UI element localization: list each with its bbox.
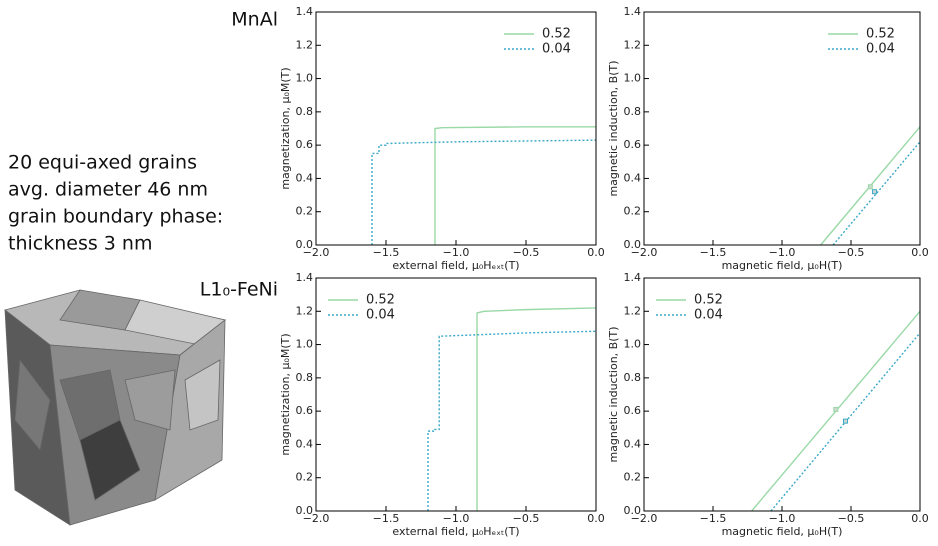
y-tick-label: 1.4 (624, 271, 642, 284)
y-tick-label: 1.4 (624, 5, 642, 18)
y-tick-label: 0.8 (296, 105, 314, 118)
legend-label: 0.04 (694, 308, 723, 323)
material-label: L1₀-FeNi (200, 279, 278, 301)
material-label: MnAl (231, 9, 278, 31)
x-tick-label: 0.0 (587, 512, 605, 525)
y-tick-label: 0.0 (296, 504, 314, 517)
x-tick-label: 0.0 (911, 512, 929, 525)
y-tick-label: 1.0 (624, 338, 642, 351)
y-tick-label: 0.4 (296, 437, 314, 450)
data-line (371, 139, 597, 245)
y-tick-label: 0.8 (624, 105, 642, 118)
x-tick-label: 0.0 (911, 246, 929, 259)
x-tick-label: −1.5 (700, 512, 727, 525)
y-tick-label: 1.2 (296, 38, 314, 51)
data-marker (871, 189, 877, 195)
x-tick-label: −0.5 (513, 246, 540, 259)
y-tick-label: 1.0 (296, 72, 314, 85)
legend-label: 0.52 (866, 27, 895, 42)
y-tick-label: 1.2 (296, 304, 314, 317)
grain-cube (4, 289, 226, 526)
y-tick-label: 0.2 (624, 471, 642, 484)
data-line (832, 141, 921, 246)
description-line: grain boundary phase: (8, 206, 223, 228)
x-axis-label: magnetic field, μ₀H(T) (722, 525, 843, 538)
legend-label: 0.04 (866, 42, 895, 57)
plot-frame (315, 277, 597, 512)
y-tick-label: 1.0 (296, 338, 314, 351)
y-axis-label: magnetic induction, B(T) (607, 60, 620, 196)
x-tick-label: 0.0 (587, 246, 605, 259)
data-marker (833, 406, 839, 412)
x-tick-label: −1.0 (443, 246, 470, 259)
data-marker (842, 418, 848, 424)
legend-label: 0.52 (366, 293, 395, 308)
data-line (476, 307, 597, 511)
y-tick-label: 0.4 (624, 437, 642, 450)
x-tick-label: −2.0 (303, 512, 330, 525)
legend-label: 0.52 (694, 293, 723, 308)
x-tick-label: −1.0 (769, 246, 796, 259)
legend-label: 0.04 (366, 308, 395, 323)
x-tick-label: −1.5 (373, 246, 400, 259)
data-marker (867, 184, 873, 190)
y-tick-label: 1.2 (624, 38, 642, 51)
x-tick-label: −1.0 (769, 512, 796, 525)
x-tick-label: −2.0 (631, 512, 658, 525)
data-line (427, 330, 597, 511)
y-tick-label: 1.4 (296, 271, 314, 284)
y-tick-label: 1.4 (296, 5, 314, 18)
x-tick-label: −1.0 (443, 512, 470, 525)
y-tick-label: 0.6 (624, 404, 642, 417)
y-axis-label: magnetization, μ₀M(T) (279, 67, 292, 189)
x-tick-label: −2.0 (303, 246, 330, 259)
x-tick-label: −1.5 (373, 512, 400, 525)
x-axis-label: magnetic field, μ₀H(T) (722, 259, 843, 272)
y-tick-label: 0.2 (296, 205, 314, 218)
data-line (434, 126, 596, 245)
x-tick-label: −2.0 (631, 246, 658, 259)
x-tick-label: −0.5 (838, 512, 865, 525)
y-tick-label: 0.2 (624, 205, 642, 218)
y-tick-label: 0.8 (296, 371, 314, 384)
x-axis-label: external field, μ₀Hₑₓₜ(T) (392, 259, 519, 272)
x-axis-label: external field, μ₀Hₑₓₜ(T) (392, 525, 519, 538)
y-axis-label: magnetization, μ₀M(T) (279, 333, 292, 455)
y-tick-label: 1.2 (624, 304, 642, 317)
x-tick-label: −1.5 (700, 246, 727, 259)
y-axis-label: magnetic induction, B(T) (607, 326, 620, 462)
description-line: 20 equi-axed grains (8, 152, 197, 174)
y-tick-label: 0.0 (296, 238, 314, 251)
x-tick-label: −0.5 (513, 512, 540, 525)
y-tick-label: 0.6 (624, 138, 642, 151)
description-line: thickness 3 nm (8, 233, 152, 255)
y-tick-label: 0.4 (624, 171, 642, 184)
legend-label: 0.52 (542, 27, 571, 42)
legend-label: 0.04 (542, 42, 571, 57)
y-tick-label: 0.6 (296, 138, 314, 151)
x-tick-label: −0.5 (838, 246, 865, 259)
y-tick-label: 0.0 (624, 504, 642, 517)
y-tick-label: 1.0 (624, 72, 642, 85)
y-tick-label: 0.0 (624, 238, 642, 251)
y-tick-label: 0.6 (296, 404, 314, 417)
description-line: avg. diameter 46 nm (8, 179, 208, 201)
y-tick-label: 0.4 (296, 171, 314, 184)
y-tick-label: 0.8 (624, 371, 642, 384)
y-tick-label: 0.2 (296, 471, 314, 484)
